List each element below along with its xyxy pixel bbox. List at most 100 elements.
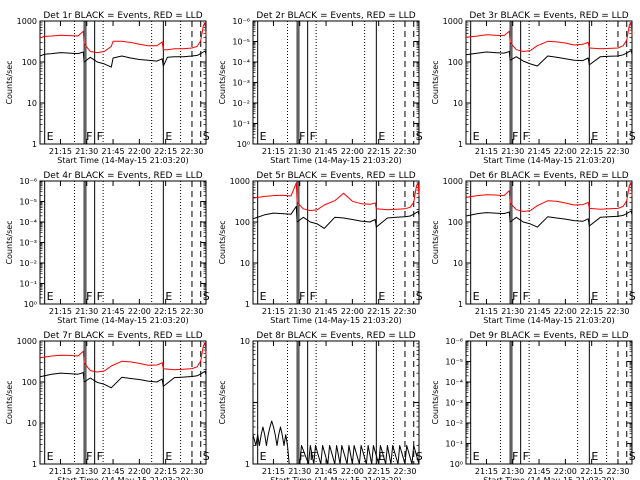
y-tick-label: 1 xyxy=(458,140,463,149)
x-tick-label: 21:15 xyxy=(262,467,285,476)
y-tick-label: 10 xyxy=(27,419,37,428)
x-tick-label: 21:15 xyxy=(49,147,72,156)
panel-title: Det 1r BLACK = Events, RED = LLD xyxy=(43,11,202,21)
x-tick-label: 21:30 xyxy=(75,147,98,156)
x-tick-label: 21:15 xyxy=(475,147,498,156)
event-label: S xyxy=(629,450,636,463)
y-tick-label: 1 xyxy=(458,300,463,309)
y-tick-label: 100 xyxy=(448,58,463,67)
y-tick-label: 10⁰ xyxy=(450,460,463,469)
x-tick-label: 22:00 xyxy=(128,307,151,316)
x-tick-label: 22:15 xyxy=(367,467,390,476)
event-label: S xyxy=(203,130,210,143)
y-tick-label: 100 xyxy=(22,378,37,387)
event-label: F xyxy=(310,290,316,303)
y-tick-label: 10⁻¹ xyxy=(445,440,463,449)
y-tick-label: 1 xyxy=(245,300,250,309)
plot-frame xyxy=(252,180,420,305)
x-tick-label: 22:30 xyxy=(393,307,416,316)
x-tick-label: 21:30 xyxy=(288,467,311,476)
y-tick-label: 10 xyxy=(453,259,463,268)
event-label: F xyxy=(86,290,92,303)
panel-det-7: Det 7r BLACK = Events, RED = LLD 1 10 100 10… xyxy=(5,331,210,480)
x-tick-label: 22:15 xyxy=(367,147,390,156)
x-tick-label: 21:15 xyxy=(49,467,72,476)
event-label: F xyxy=(523,450,529,463)
x-tick-label: 22:15 xyxy=(154,307,177,316)
panel-det-5: Det 5r BLACK = Events, RED = LLD 1 10 100 10… xyxy=(218,171,423,325)
panel-det-8: Det 8r BLACK = Events, RED = LLD 1 10 21:15… xyxy=(218,331,423,480)
y-tick-label: 1000 xyxy=(17,337,37,346)
panel-title: Det 5r BLACK = Events, RED = LLD xyxy=(256,171,415,181)
y-tick-label: 10⁻² xyxy=(19,259,37,268)
x-axis-label: Start Time (14-May-15 21:03:20) xyxy=(483,156,614,165)
series-events-line xyxy=(252,205,420,229)
panel-det-6: Det 6r BLACK = Events, RED = LLD 1 10 100 10… xyxy=(431,171,636,325)
x-tick-label: 22:30 xyxy=(180,147,203,156)
y-tick-label: 10⁻⁴ xyxy=(19,218,37,227)
x-axis-label: Start Time (14-May-15 21:03:20) xyxy=(57,156,188,165)
x-tick-label: 21:45 xyxy=(315,307,338,316)
plot-frame xyxy=(252,20,420,145)
event-label: E xyxy=(165,130,172,143)
x-axis-label: Start Time (14-May-15 21:03:20) xyxy=(483,316,614,325)
x-tick-label: 22:15 xyxy=(580,307,603,316)
x-axis-label: Start Time (14-May-15 21:03:20) xyxy=(270,476,401,480)
event-label: F xyxy=(299,290,305,303)
event-label: E xyxy=(47,450,54,463)
series-events-line xyxy=(39,370,207,389)
y-axis-label: Counts/sec xyxy=(431,220,440,264)
event-label: S xyxy=(416,130,423,143)
event-label: E xyxy=(591,130,598,143)
y-axis-label: Counts/sec xyxy=(5,60,14,104)
x-axis-label: Start Time (14-May-15 21:03:20) xyxy=(57,316,188,325)
series-lld-line xyxy=(39,22,207,54)
y-tick-label: 100 xyxy=(235,218,250,227)
event-label: E xyxy=(260,290,267,303)
event-label: S xyxy=(416,450,423,463)
y-tick-label: 10⁻¹ xyxy=(232,120,250,129)
series-lld-line xyxy=(39,342,207,373)
x-tick-label: 21:30 xyxy=(75,467,98,476)
x-tick-label: 21:15 xyxy=(262,147,285,156)
x-tick-label: 22:00 xyxy=(554,147,577,156)
x-tick-label: 22:15 xyxy=(154,147,177,156)
x-tick-label: 21:45 xyxy=(315,467,338,476)
y-tick-label: 10 xyxy=(27,99,37,108)
x-tick-label: 21:30 xyxy=(501,307,524,316)
y-tick-label: 10⁰ xyxy=(237,140,250,149)
event-label: E xyxy=(591,450,598,463)
x-tick-label: 21:30 xyxy=(288,307,311,316)
event-label: E xyxy=(378,450,385,463)
event-label: E xyxy=(473,130,480,143)
event-label: S xyxy=(629,130,636,143)
plot-frame xyxy=(465,340,633,465)
panel-title: Det 6r BLACK = Events, RED = LLD xyxy=(469,171,628,181)
y-tick-label: 10⁻² xyxy=(232,99,250,108)
event-label: E xyxy=(47,130,54,143)
x-tick-label: 22:15 xyxy=(367,307,390,316)
series-lld-line xyxy=(465,182,633,212)
y-tick-label: 10 xyxy=(240,259,250,268)
x-tick-label: 22:30 xyxy=(393,147,416,156)
event-label: F xyxy=(86,130,92,143)
y-tick-label: 10⁻³ xyxy=(232,79,250,88)
panel-title: Det 3r BLACK = Events, RED = LLD xyxy=(469,11,628,21)
event-label: E xyxy=(591,290,598,303)
plot-frame xyxy=(252,340,420,465)
y-axis-label: Counts/sec xyxy=(218,60,227,104)
event-label: S xyxy=(203,290,210,303)
x-axis-label: Start Time (14-May-15 21:03:20) xyxy=(483,476,614,480)
x-tick-label: 21:30 xyxy=(288,147,311,156)
y-tick-label: 10⁻³ xyxy=(445,399,463,408)
y-axis-label: Counts/sec xyxy=(5,220,14,264)
event-label: F xyxy=(97,450,103,463)
event-label: F xyxy=(512,130,518,143)
event-label: E xyxy=(260,130,267,143)
event-label: F xyxy=(523,130,529,143)
y-tick-label: 10⁻⁶ xyxy=(445,337,463,346)
panel-title: Det 4r BLACK = Events, RED = LLD xyxy=(43,171,202,181)
x-tick-label: 22:00 xyxy=(341,307,364,316)
y-axis-label: Counts/sec xyxy=(431,380,440,424)
x-tick-label: 22:00 xyxy=(554,307,577,316)
